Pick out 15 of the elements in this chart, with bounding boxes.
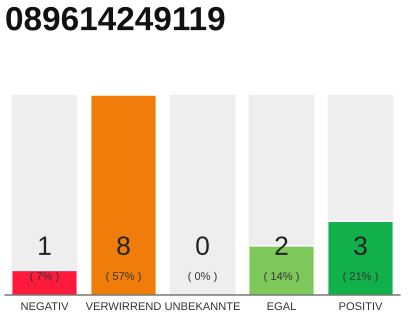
- x-tick-label: UNBEKANNTE: [165, 302, 240, 310]
- data-label: ( 21% ): [343, 272, 378, 282]
- x-tick-label: VERWIRREND: [86, 302, 161, 310]
- data-label: ( 14% ): [264, 272, 299, 282]
- data-label: ( 7% ): [30, 272, 59, 282]
- chart-title: 089614249119: [6, 6, 224, 30]
- data-label: ( 0% ): [188, 272, 217, 282]
- annotation: 1: [39, 236, 51, 255]
- annotation: 0: [196, 236, 209, 256]
- x-tick-label: EGAL: [268, 302, 296, 310]
- annotation: 8: [117, 236, 130, 256]
- data-label: ( 57% ): [106, 272, 141, 282]
- annotation: 3: [354, 236, 367, 256]
- x-tick-label: POSITIV: [339, 302, 382, 310]
- x-tick-label: NEGATIV: [21, 302, 68, 310]
